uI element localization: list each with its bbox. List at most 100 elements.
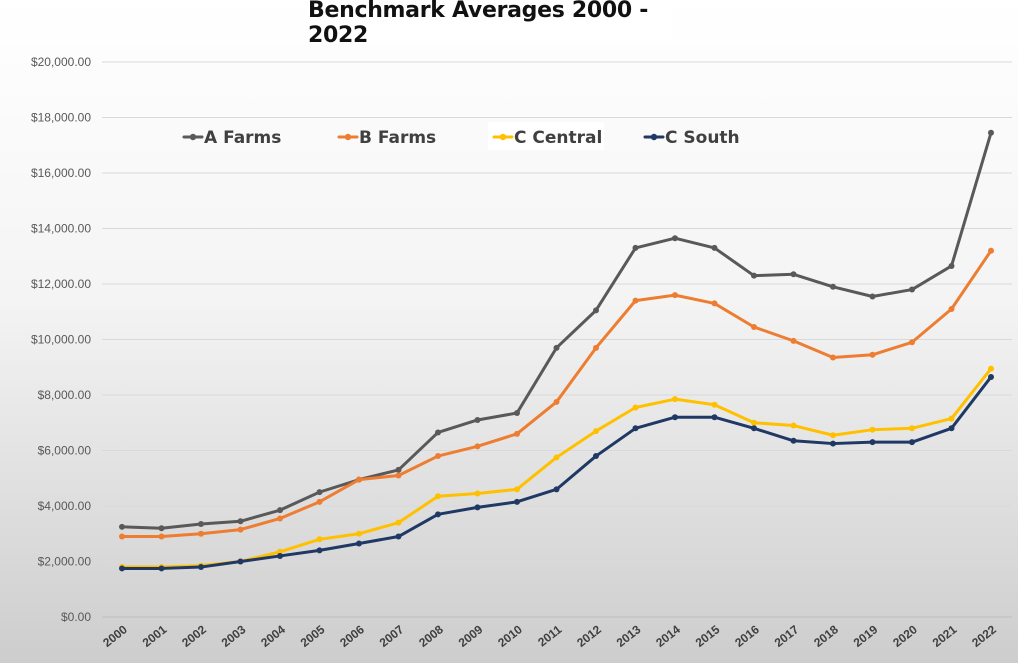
data-point <box>830 432 836 439</box>
data-point <box>237 518 244 525</box>
data-point <box>988 247 994 254</box>
data-point <box>790 271 797 278</box>
data-point <box>395 466 402 473</box>
data-point <box>632 404 639 411</box>
x-tick-label: 2002 <box>179 622 209 650</box>
y-tick-label: $12,000.00 <box>31 277 91 291</box>
data-point <box>237 558 244 565</box>
data-point <box>948 262 955 269</box>
data-point <box>356 540 362 547</box>
x-tick-label: 2004 <box>258 622 288 650</box>
x-tick-label: 2020 <box>890 622 920 650</box>
data-point <box>790 437 797 444</box>
x-tick-label: 2006 <box>337 622 367 650</box>
y-tick-label: $6,000.00 <box>38 444 92 458</box>
data-point <box>356 476 362 483</box>
data-point <box>751 425 757 432</box>
data-point <box>593 307 599 314</box>
series-c-south <box>119 373 994 572</box>
data-point <box>909 439 915 446</box>
x-tick-label: 2019 <box>851 622 881 650</box>
data-point <box>948 425 955 432</box>
data-point <box>474 443 481 450</box>
data-point <box>435 511 441 518</box>
y-tick-label: $10,000.00 <box>31 333 91 347</box>
y-tick-label: $16,000.00 <box>31 166 91 180</box>
data-point <box>237 526 244 533</box>
data-point <box>474 504 481 511</box>
series-a-farms <box>119 129 994 532</box>
data-point <box>316 498 323 505</box>
data-point <box>948 305 955 312</box>
x-tick-label: 2021 <box>930 622 960 650</box>
series-group <box>119 129 994 572</box>
x-tick-label: 2009 <box>456 622 486 650</box>
x-tick-label: 2012 <box>574 622 604 650</box>
data-point <box>909 339 915 346</box>
data-point <box>435 453 441 460</box>
data-point <box>988 373 994 380</box>
data-point <box>395 533 402 540</box>
data-point <box>553 344 560 351</box>
y-tick-label: $8,000.00 <box>38 388 92 402</box>
data-point <box>790 337 797 344</box>
data-point <box>514 410 520 417</box>
data-point <box>790 422 797 429</box>
y-tick-label: $2,000.00 <box>38 555 92 569</box>
data-point <box>593 428 599 435</box>
series-line <box>120 375 993 570</box>
x-tick-label: 2010 <box>495 622 525 650</box>
data-point <box>711 300 718 307</box>
series-c-central <box>119 365 994 571</box>
data-point <box>869 293 876 300</box>
gridlines <box>102 61 1012 618</box>
y-tick-label: $18,000.00 <box>31 111 91 125</box>
series-line <box>120 367 993 569</box>
x-axis-ticks: 2000 2001 2002 2003 2004 2005 2006 2007 2008 2009… <box>100 622 999 650</box>
data-point <box>830 354 836 361</box>
data-point <box>119 523 125 530</box>
data-point <box>751 272 757 279</box>
x-tick-label: 2022 <box>969 622 999 650</box>
data-point <box>869 351 876 358</box>
series-line <box>120 131 993 530</box>
data-point <box>474 490 481 497</box>
legend-item: C South <box>643 128 740 148</box>
x-tick-label: 2000 <box>100 622 130 650</box>
data-point <box>316 547 323 554</box>
y-tick-label: $14,000.00 <box>31 222 91 236</box>
data-point <box>632 244 639 251</box>
y-axis-ticks: $0.00 $2,000.00 $4,000.00 $6,000.00 $8,000.0… <box>31 55 91 624</box>
data-point <box>593 344 599 351</box>
data-point <box>514 486 520 493</box>
chart-title: Benchmark Averages 2000 - 2022 <box>308 0 649 48</box>
data-point <box>553 486 560 493</box>
data-point <box>435 429 441 436</box>
data-point <box>316 536 323 543</box>
x-tick-label: 2018 <box>811 622 841 650</box>
data-point <box>514 498 520 505</box>
data-point <box>119 533 125 540</box>
x-tick-label: 2014 <box>653 622 683 650</box>
data-point <box>988 365 994 372</box>
y-tick-label: $0.00 <box>61 610 91 624</box>
x-tick-label: 2005 <box>298 622 328 650</box>
data-point <box>356 530 362 537</box>
y-tick-label: $4,000.00 <box>38 499 92 513</box>
data-point <box>277 548 283 555</box>
series-b-farms <box>119 247 994 540</box>
legend-label: A Farms <box>204 128 281 148</box>
data-point <box>474 416 481 423</box>
data-point <box>198 530 204 537</box>
legend-swatch-dot <box>189 133 197 141</box>
data-point <box>553 454 560 461</box>
data-point <box>751 324 757 331</box>
legend-label: C Central <box>514 128 602 148</box>
data-point <box>830 440 836 447</box>
data-point <box>830 283 836 290</box>
x-tick-label: 2017 <box>772 622 802 650</box>
chart-title-box: Benchmark Averages 2000 - 2022 <box>308 0 672 48</box>
data-point <box>158 533 165 540</box>
legend-label: B Farms <box>359 128 436 148</box>
